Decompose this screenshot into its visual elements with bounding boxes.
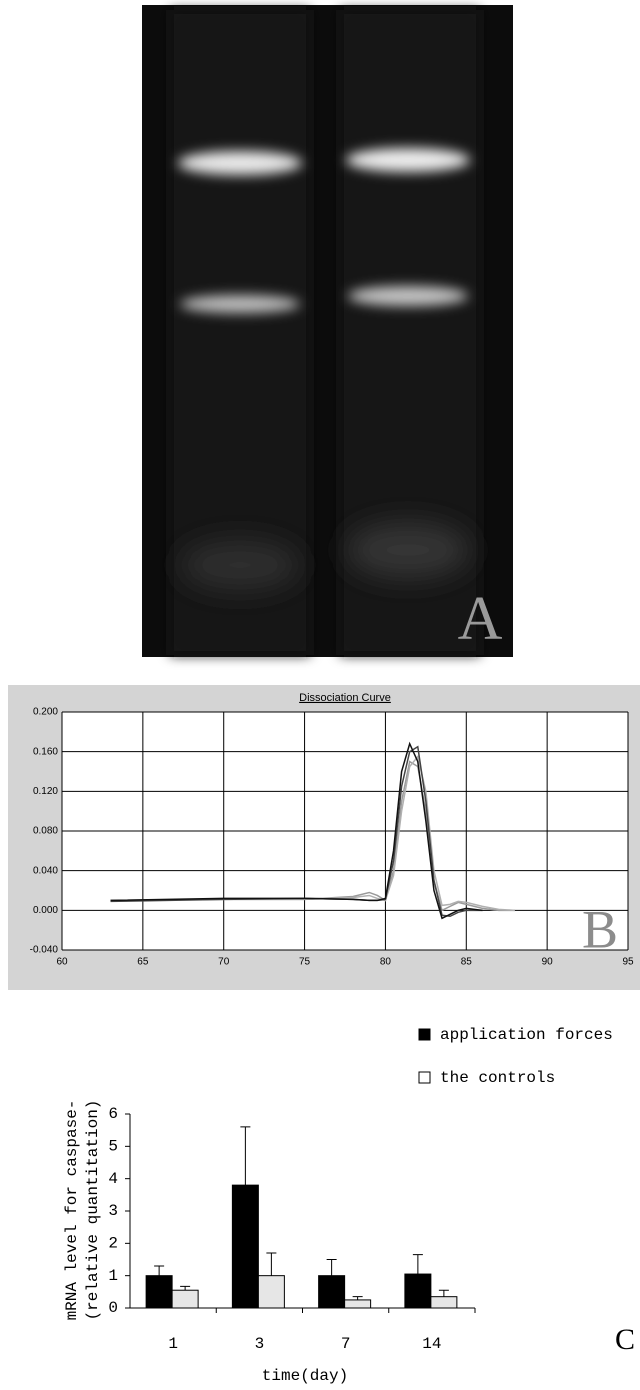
bar-chart: 0 1 2 3 4 5 6 1 3 7 14 application forces the contro… — [63, 1026, 613, 1385]
y-tick-label: 0.120 — [33, 786, 58, 797]
x-tick-label: 60 — [56, 957, 68, 968]
x-axis-label: time(day) — [262, 1367, 348, 1385]
error-bar — [240, 1126, 251, 1186]
bar — [171, 1289, 199, 1309]
y-tick-label: -0.040 — [30, 945, 59, 956]
y-tick-label: 2 — [108, 1235, 118, 1253]
x-tick-label: 80 — [380, 957, 392, 968]
legend-swatch — [418, 1071, 431, 1084]
x-tick-label: 75 — [299, 957, 311, 968]
panel-label: B — [582, 899, 618, 959]
y-tick-label: 0.080 — [33, 826, 58, 837]
error-bar — [352, 1296, 363, 1300]
error-bar — [180, 1285, 191, 1291]
x-tick-label: 7 — [341, 1335, 351, 1353]
y-tick-label: 1 — [108, 1267, 118, 1285]
bar — [404, 1273, 432, 1309]
bar — [257, 1275, 285, 1309]
y-axis-label: (relative quantitation) — [84, 1100, 102, 1321]
legend-swatch — [418, 1028, 431, 1041]
bar — [145, 1275, 173, 1309]
error-bar — [326, 1259, 337, 1276]
y-tick-label: 0.200 — [33, 707, 58, 718]
y-tick-label: 0.040 — [33, 865, 58, 876]
curve — [110, 741, 483, 920]
x-tick-label: 85 — [461, 957, 473, 968]
x-tick-label: 90 — [542, 957, 554, 968]
error-bar — [266, 1252, 277, 1276]
legend-label: application forces — [440, 1026, 613, 1044]
bar — [344, 1299, 372, 1309]
y-tick-label: 5 — [108, 1138, 118, 1156]
curve — [110, 760, 515, 912]
y-tick-label: 0.000 — [33, 905, 58, 916]
x-tick-label: 14 — [422, 1335, 441, 1353]
x-tick-label: 70 — [218, 957, 230, 968]
bar — [430, 1296, 458, 1309]
y-tick-label: 3 — [108, 1202, 118, 1220]
chart-title: Dissociation Curve — [299, 692, 391, 704]
legend-label: the controls — [440, 1069, 555, 1087]
gel-image — [142, 5, 513, 657]
y-tick-label: 4 — [108, 1170, 118, 1188]
bar — [318, 1275, 346, 1309]
y-tick-label: 0 — [108, 1299, 118, 1317]
error-bar — [412, 1254, 423, 1275]
error-bar — [438, 1289, 449, 1297]
y-tick-label: 6 — [108, 1105, 118, 1123]
y-tick-label: 0.160 — [33, 746, 58, 757]
y-axis-label: mRNA level for caspase- — [63, 1100, 81, 1321]
error-bar — [154, 1265, 165, 1276]
x-tick-label: 1 — [168, 1335, 178, 1353]
x-tick-label: 3 — [255, 1335, 265, 1353]
x-tick-label: 65 — [137, 957, 149, 968]
curve — [110, 754, 515, 912]
panel-label: C — [615, 1323, 635, 1356]
bar — [231, 1184, 259, 1309]
panel-label: A — [458, 585, 503, 653]
x-tick-label: 95 — [622, 957, 634, 968]
